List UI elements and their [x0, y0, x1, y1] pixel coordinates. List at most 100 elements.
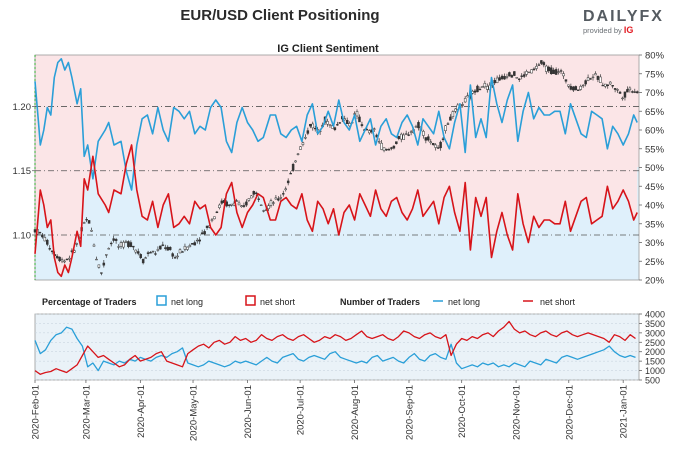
candle-body — [252, 191, 256, 195]
candle-body — [422, 131, 425, 136]
candle-body — [631, 91, 634, 93]
percent-tick-label: 20% — [645, 276, 665, 287]
candle-body — [493, 80, 496, 84]
count-tick-label: 3500 — [645, 319, 665, 329]
count-lines — [34, 320, 636, 375]
candle-body — [478, 88, 482, 91]
legend-net-long-swatch — [156, 295, 167, 306]
chart-subtitle: IG Client Sentiment — [277, 43, 379, 55]
candle-body — [38, 231, 42, 234]
candle-body — [380, 142, 383, 150]
candle-body — [291, 164, 295, 171]
candle-body — [608, 81, 612, 85]
net-short-count-line — [34, 320, 636, 375]
candle-body — [85, 219, 88, 221]
candle-body — [611, 85, 614, 87]
legend: Percentage of Traders net long net short… — [42, 295, 576, 307]
logo-provided-by: provided by — [583, 26, 622, 35]
candle-body — [409, 131, 413, 133]
candle-body — [213, 216, 216, 220]
net-short-fill — [35, 55, 638, 277]
candle-body — [508, 72, 511, 77]
date-tick-label: 2020-Apr-01 — [136, 385, 147, 438]
candle-body — [114, 239, 118, 241]
date-tick-label: 2020-Dec-01 — [564, 385, 575, 440]
candle-body — [272, 202, 275, 204]
count-tick-label: 3000 — [645, 328, 665, 338]
candle-body — [564, 79, 568, 82]
candle-body — [247, 198, 251, 201]
candle-body — [205, 225, 209, 228]
candle-body — [525, 71, 528, 75]
candle-body — [309, 123, 312, 127]
candle-body — [254, 192, 258, 194]
logo-tagline: provided by IG — [583, 25, 673, 35]
candle-body — [117, 246, 120, 248]
legend-net-short-swatch — [245, 295, 256, 306]
candle-body — [444, 125, 447, 131]
price-axis: 1.20 1.15 1.10 — [13, 102, 35, 242]
candle-body — [368, 130, 371, 134]
candle-body — [136, 251, 140, 254]
candle-body — [245, 201, 248, 206]
candle-body — [429, 141, 433, 143]
date-tick-label: 2020-Oct-01 — [457, 385, 468, 438]
candle-body — [545, 65, 548, 72]
legend-count-short-label: net short — [540, 297, 576, 307]
candle-body — [562, 73, 565, 77]
candle-body — [372, 128, 376, 130]
candle-body — [215, 211, 219, 214]
dailyfx-logo[interactable]: DAILYFX provided by IG — [583, 8, 673, 35]
candle-body — [141, 258, 145, 264]
date-tick-label: 2020-Jul-01 — [296, 385, 307, 435]
candle-body — [606, 84, 609, 86]
candle-body — [454, 108, 457, 112]
candle-body — [635, 91, 639, 94]
candle-body — [286, 180, 290, 184]
candle-body — [503, 76, 506, 80]
candle-body — [633, 91, 637, 93]
candle-body — [623, 91, 627, 98]
candle-body — [46, 239, 49, 245]
candle-body — [591, 76, 595, 79]
candle-body — [132, 245, 135, 248]
candle-body — [161, 244, 165, 246]
candle-body — [336, 124, 339, 126]
percent-tick-label: 75% — [645, 69, 665, 80]
candle-body — [139, 254, 142, 259]
candle-body — [311, 123, 315, 129]
net-long-count-line — [34, 326, 636, 372]
candle-body — [549, 67, 553, 75]
candle-body — [498, 77, 501, 81]
count-tick-label: 1000 — [645, 366, 665, 376]
candle-body — [473, 90, 477, 93]
candle-body — [338, 122, 342, 124]
candle-body — [154, 253, 157, 255]
candle-body — [227, 204, 231, 206]
candle-body — [296, 153, 300, 155]
percent-tick-label: 80% — [645, 51, 665, 62]
candle-body — [124, 241, 128, 243]
candle-body — [385, 148, 388, 151]
candle-body — [400, 133, 403, 140]
bottom-grid — [35, 313, 639, 381]
candle-body — [345, 119, 349, 125]
count-tick-label: 1500 — [645, 357, 665, 367]
candle-body — [463, 98, 467, 103]
candle-body — [476, 85, 479, 93]
candle-body — [451, 111, 455, 117]
candle-body — [604, 83, 607, 87]
candle-body — [129, 242, 133, 247]
candle-body — [559, 70, 563, 72]
candle-body — [240, 205, 243, 208]
candle-body — [43, 237, 47, 242]
candle-body — [547, 66, 551, 72]
count-tick-label: 2500 — [645, 338, 665, 348]
candle-body — [500, 75, 504, 80]
candle-body — [146, 252, 150, 254]
candle-body — [289, 172, 292, 175]
candle-body — [569, 86, 573, 90]
